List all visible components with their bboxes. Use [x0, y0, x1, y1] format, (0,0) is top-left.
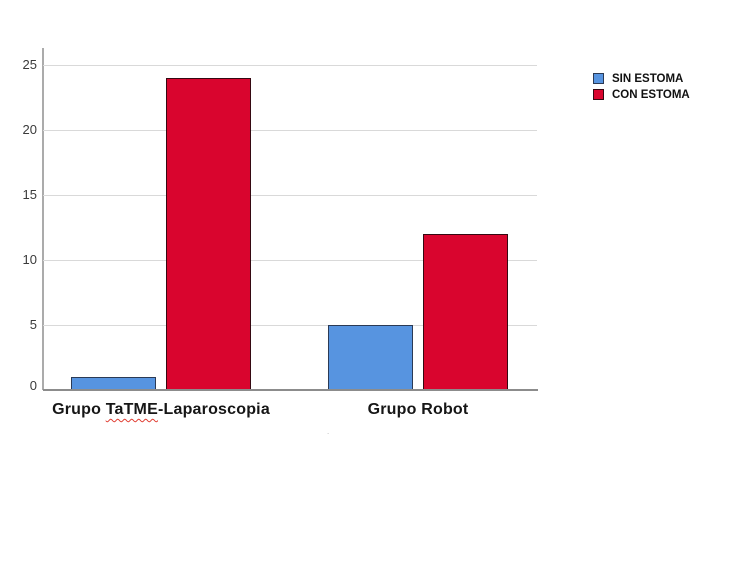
category-label-grupo-tatme-laparoscopia: Grupo TaTME-Laparoscopia — [52, 401, 270, 419]
category-label-grupo-robot: Grupo Robot — [367, 401, 469, 418]
y-tick-label-0: 0 — [29, 378, 37, 393]
category-label-text: Grupo — [52, 401, 106, 418]
stray-mark: . — [327, 427, 330, 436]
y-tick-label-5: 5 — [29, 317, 37, 332]
gridline-y25 — [43, 65, 537, 66]
legend-label: SIN ESTOMA — [612, 72, 684, 85]
y-tick-label-15: 15 — [22, 187, 37, 202]
legend-item-con-estoma: CON ESTOMA — [593, 87, 690, 102]
plot-area — [43, 65, 537, 390]
gridline-y10 — [43, 260, 537, 261]
gridline-y15 — [43, 195, 537, 196]
legend-swatch-red — [593, 89, 604, 100]
legend: SIN ESTOMA CON ESTOMA — [593, 71, 690, 103]
gridline-y20 — [43, 130, 537, 131]
category-label-text: -Laparoscopia — [157, 401, 270, 418]
x-axis-line — [43, 389, 538, 391]
spellcheck-underlined-word: TaTME — [105, 401, 158, 418]
y-tick-label-25: 25 — [22, 57, 37, 72]
legend-swatch-blue — [593, 73, 604, 84]
bar-con-estoma-group2 — [423, 234, 508, 390]
bar-con-estoma-group1 — [166, 78, 251, 390]
y-tick-label-10: 10 — [22, 252, 37, 267]
y-axis-line — [42, 48, 44, 390]
legend-label: CON ESTOMA — [612, 88, 690, 101]
bar-sin-estoma-group2 — [328, 325, 413, 390]
gridline-y5 — [43, 325, 537, 326]
legend-item-sin-estoma: SIN ESTOMA — [593, 71, 690, 86]
y-tick-label-20: 20 — [22, 122, 37, 137]
